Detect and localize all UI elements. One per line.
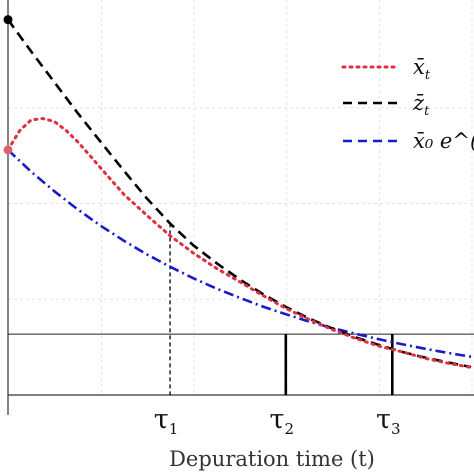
axes-layer [7, 0, 474, 415]
series-line [6, 116, 473, 369]
start-point [3, 15, 13, 25]
x-tick-subscript: 3 [391, 420, 401, 438]
x-tick-label: τ2 [270, 404, 294, 438]
x-tick-subscript: 2 [284, 420, 294, 438]
legend-label: z̄t [412, 91, 430, 119]
series-layer [6, 18, 473, 369]
legend-label: x̄₀ e^(− [413, 129, 474, 153]
legend-label: x̄t [413, 55, 431, 83]
grid-layer [8, 0, 474, 395]
x-tick-label: τ3 [376, 404, 400, 438]
series-line [7, 148, 472, 358]
legend-subscript: t [425, 68, 431, 83]
start-point [3, 145, 13, 155]
x-tick-subscript: 1 [169, 420, 179, 438]
x-axis-label: Depuration time (t) [169, 447, 375, 471]
reference-lines [8, 223, 474, 395]
start-points [3, 15, 13, 155]
series-line [6, 18, 472, 369]
x-tick-labels: τ1 τ2 τ3 [154, 404, 401, 438]
legend-subscript: t [424, 104, 430, 119]
legend: x̄t z̄t x̄₀ e^(− [341, 55, 474, 153]
x-tick-label: τ1 [154, 404, 178, 438]
